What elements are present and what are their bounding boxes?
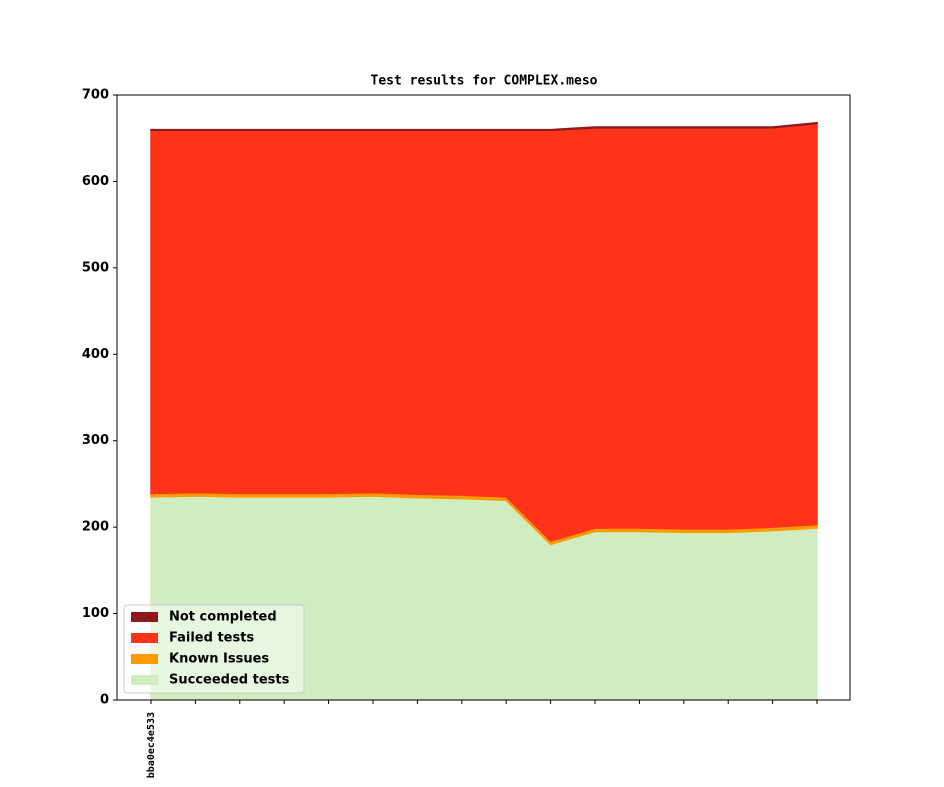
chart-title: Test results for COMPLEX.meso [371,74,598,89]
legend-label: Failed tests [169,631,254,646]
y-tick-label: 300 [82,433,109,448]
area [150,122,818,542]
legend-label: Not completed [169,610,277,625]
x-tick-label: bba0ec4e533 [146,712,157,778]
legend-swatch [131,654,158,664]
y-tick-label: 0 [100,693,109,708]
y-tick-label: 100 [82,606,109,621]
legend-swatch [131,612,158,622]
y-tick-label: 700 [82,88,109,103]
y-tick-label: 500 [82,260,109,275]
legend-swatch [131,633,158,643]
legend-label: Succeeded tests [169,673,290,688]
area [150,121,818,132]
y-tick-label: 600 [82,174,109,189]
legend-swatch [131,675,158,685]
legend: Not completed Failed tests Known Issues Suc… [123,604,305,694]
y-tick-label: 400 [82,347,109,362]
y-tick-label: 200 [82,520,109,535]
plot-frame [116,94,851,701]
legend-label: Known Issues [169,652,269,667]
legend-box [123,604,305,694]
